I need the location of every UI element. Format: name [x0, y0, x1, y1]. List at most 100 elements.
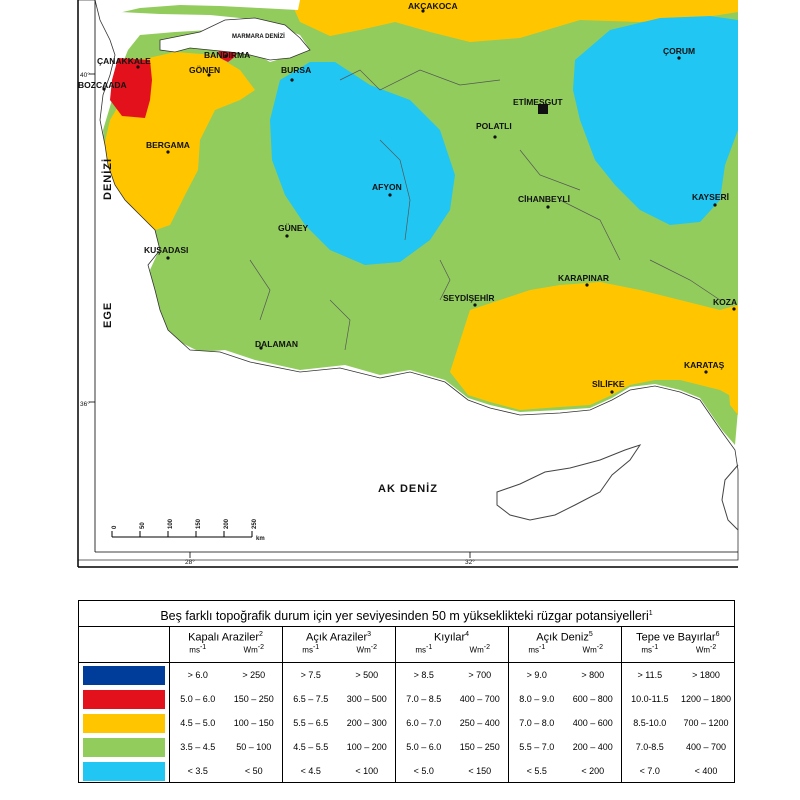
- legend-unit-speed: ms-1: [620, 644, 679, 663]
- legend-value: 3.5 – 4.5: [180, 742, 216, 752]
- legend-value: < 100: [355, 766, 379, 776]
- legend-value: 10.0-11.5: [620, 687, 679, 711]
- legend-col-header: Tepe ve Bayırlar6: [620, 627, 735, 644]
- scale-tick-label: 250: [252, 518, 258, 529]
- legend-value: 7.0-8.5: [620, 735, 679, 759]
- legend-col-header: Açık Deniz5: [507, 627, 622, 644]
- legend-row: > 6.0 > 250 > 7.5 > 500 > 8.5 > 700 > 9.0 > 800…: [79, 662, 734, 687]
- legend-swatch-cell: [79, 759, 170, 783]
- city-label-kayseri: KAYSERİ: [692, 192, 729, 202]
- legend-value: 150 – 250: [459, 742, 500, 752]
- city-label-dalaman: DALAMAN: [255, 339, 298, 349]
- legend-row: 4.5 – 5.0 100 – 150 5.5 – 6.5 200 – 300 6.0 …: [79, 711, 734, 735]
- legend-value: 100 – 150: [233, 718, 274, 728]
- legend-table: Kapalı Araziler2 Açık Araziler3 Kıyılar4…: [79, 627, 735, 783]
- legend-value: > 500: [355, 670, 379, 680]
- wind-potential-legend: Beş farklı topoğrafik durum için yer sev…: [78, 600, 735, 783]
- land-cyan-zone-east: [573, 16, 738, 225]
- city-label-bergama: BERGAMA: [146, 140, 190, 150]
- lon-label-28: 28°: [185, 558, 195, 566]
- scale-tick-label: 150: [196, 518, 202, 529]
- legend-unit-power: Wm-2: [226, 644, 282, 663]
- legend-value: 200 – 400: [572, 742, 613, 752]
- legend-unit-speed: ms-1: [507, 644, 566, 663]
- city-label-afyon: AFYON: [372, 182, 402, 192]
- legend-value: > 6.0: [187, 670, 208, 680]
- scale-unit: km: [256, 536, 265, 542]
- legend-value: 400 – 600: [572, 718, 613, 728]
- land-red-zone: [110, 58, 152, 118]
- city-label-silifke: SİLİFKE: [592, 379, 625, 389]
- land-cyan-zone-central: [270, 62, 455, 265]
- legend-value: 7.0 – 8.5: [394, 687, 453, 711]
- city-label-polatli: POLATLI: [476, 121, 512, 131]
- cyprus-island: [496, 444, 642, 521]
- land-yellow-zone-east: [728, 372, 738, 415]
- legend-swatch-cell: [79, 735, 170, 759]
- legend-title-footnote: 1: [648, 610, 653, 617]
- legend-value: 8.0 – 9.0: [507, 687, 566, 711]
- land-yellow-zone-south: [450, 282, 738, 410]
- legend-body: > 6.0 > 250 > 7.5 > 500 > 8.5 > 700 > 9.0 > 800…: [79, 662, 734, 783]
- legend-col-header: Açık Araziler3: [281, 627, 396, 644]
- legend-value: > 11.5: [620, 662, 679, 687]
- legend-value: > 250: [242, 670, 266, 680]
- lat-label-36: 36°: [80, 400, 90, 408]
- legend-value: > 8.5: [394, 662, 453, 687]
- city-label-corum: ÇORUM: [663, 46, 695, 56]
- legend-unit-speed: ms-1: [394, 644, 453, 663]
- legend-title-text: Beş farklı topoğrafik durum için yer sev…: [160, 609, 649, 624]
- legend-unit-power: Wm-2: [452, 644, 509, 663]
- black-sea: [95, 0, 300, 20]
- legend-value: < 5.5: [507, 759, 566, 783]
- legend-value: 6.5 – 7.5: [281, 687, 339, 711]
- legend-value: 7.0 – 8.0: [507, 711, 566, 735]
- legend-value: 50 – 100: [236, 742, 272, 752]
- city-label-cihanbeyli: CİHANBEYLİ: [518, 194, 570, 204]
- city-label-karapinar: KARAPINAR: [558, 273, 609, 283]
- legend-value: 8.5-10.0: [620, 711, 679, 735]
- city-label-etimesgut: ETİMESGUT: [513, 97, 563, 107]
- scale-bar: 0 50 100 150 200 250 km: [111, 518, 265, 542]
- legend-value: 5.0 – 6.0: [394, 735, 453, 759]
- legend-value: 400 – 700: [459, 694, 500, 704]
- legend-color-swatch: [82, 713, 165, 733]
- legend-value: > 800: [581, 670, 605, 680]
- legend-value: 100 – 200: [346, 742, 387, 752]
- city-label-gonen: GÖNEN: [189, 65, 220, 75]
- legend-unit-power: Wm-2: [565, 644, 622, 663]
- legend-unit-power: Wm-2: [339, 644, 396, 663]
- legend-row: < 3.5 < 50 < 4.5 < 100 < 5.0 < 150 < 5.5 < 200 <…: [79, 759, 734, 783]
- legend-value: < 7.0: [620, 759, 679, 783]
- legend-value: > 9.0: [507, 662, 566, 687]
- lon-label-32: 32°: [465, 558, 475, 566]
- river-lines: [249, 69, 721, 351]
- lat-label-40: 40°: [80, 71, 90, 79]
- legend-value: > 700: [468, 670, 492, 680]
- city-label-seydisehir: SEYDİŞEHİR: [443, 293, 495, 303]
- legend-value: > 7.5: [281, 662, 339, 687]
- land-yellow-zone-north: [290, 0, 738, 42]
- city-label-canakkale: ÇANAKKALE: [97, 56, 151, 66]
- legend-value: 300 – 500: [346, 694, 387, 704]
- legend-value: > 1800: [692, 670, 720, 680]
- legend-value: 5.0 – 6.0: [180, 694, 216, 704]
- legend-value: < 5.0: [394, 759, 453, 783]
- legend-color-swatch: [82, 761, 165, 781]
- legend-unit-speed: ms-1: [281, 644, 339, 663]
- east-coast: [721, 464, 739, 531]
- city-label-guney: GÜNEY: [278, 223, 309, 233]
- city-markers: [102, 9, 736, 394]
- legend-value: 5.5 – 7.0: [507, 735, 566, 759]
- legend-value: 4.5 – 5.5: [281, 735, 339, 759]
- sea-label-ege: EGE: [102, 302, 114, 328]
- legend-row: 3.5 – 4.5 50 – 100 4.5 – 5.5 100 – 200 5.0 –…: [79, 735, 734, 759]
- legend-value: < 200: [581, 766, 605, 776]
- legend-value: < 400: [694, 766, 718, 776]
- legend-value: 4.5 – 5.0: [180, 718, 216, 728]
- legend-value: 600 – 800: [572, 694, 613, 704]
- legend-title: Beş farklı topoğrafik durum için yer sev…: [79, 601, 734, 627]
- legend-unit-power: Wm-2: [678, 644, 735, 663]
- legend-swatch-cell: [79, 687, 170, 711]
- legend-swatch-cell: [79, 711, 170, 735]
